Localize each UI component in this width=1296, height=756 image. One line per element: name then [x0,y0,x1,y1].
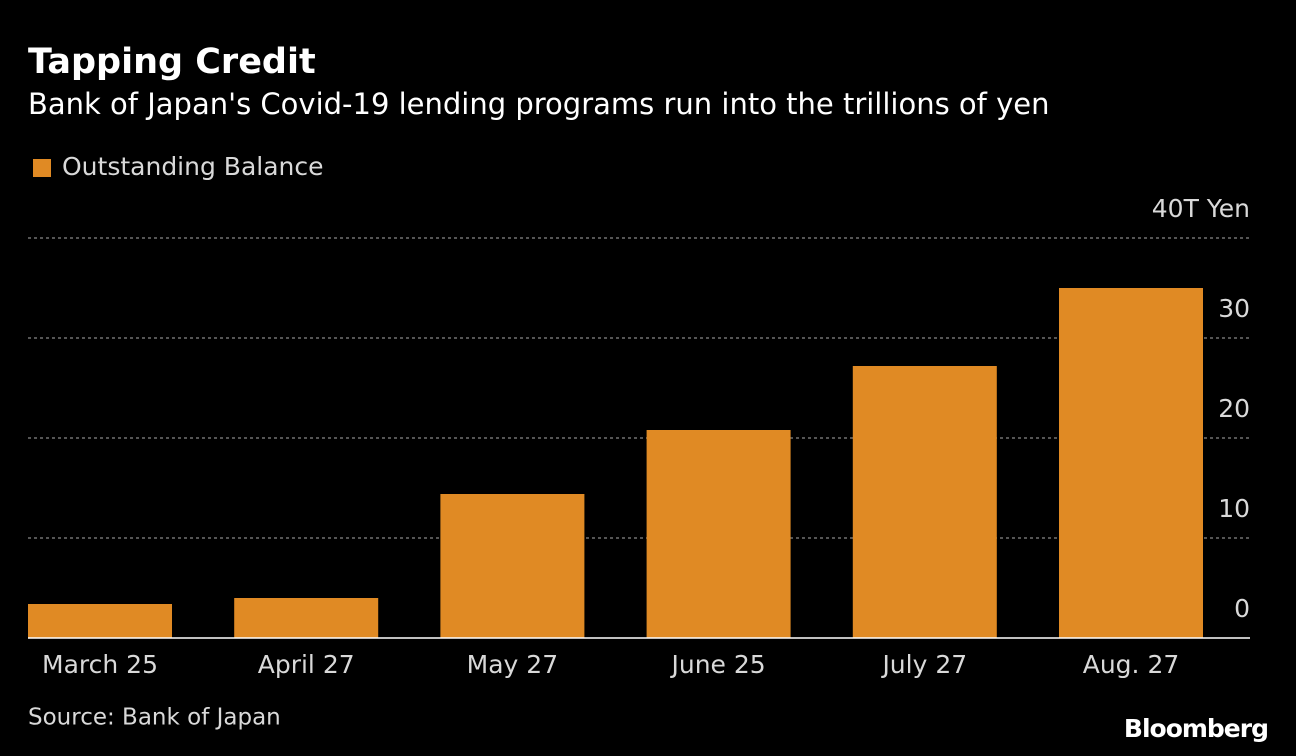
x-tick-label: May 27 [467,650,558,679]
y-tick-label: 20 [1218,394,1250,423]
bar [440,494,585,638]
x-tick-label: March 25 [42,650,158,679]
legend-label: Outstanding Balance [62,152,324,181]
chart-title: Tapping Credit [28,42,316,82]
bar [646,430,791,638]
x-tick-label: June 25 [669,650,765,679]
source: Source: Bank of Japan [28,705,281,731]
x-tick-label: July 27 [880,650,967,679]
bar [852,366,997,638]
x-tick-label: Aug. 27 [1083,650,1180,679]
y-tick-label: 40T Yen [1152,194,1250,223]
bar [28,604,172,638]
y-tick-label: 0 [1234,594,1250,623]
y-tick-label: 30 [1218,294,1250,323]
bar [1059,288,1203,638]
x-tick-label: April 27 [258,650,355,679]
y-tick-label: 10 [1218,494,1250,523]
bar [234,598,379,638]
chart-subtitle: Bank of Japan's Covid-19 lending program… [28,87,1050,121]
logo: Bloomberg [1124,714,1268,743]
legend-swatch [33,159,51,177]
